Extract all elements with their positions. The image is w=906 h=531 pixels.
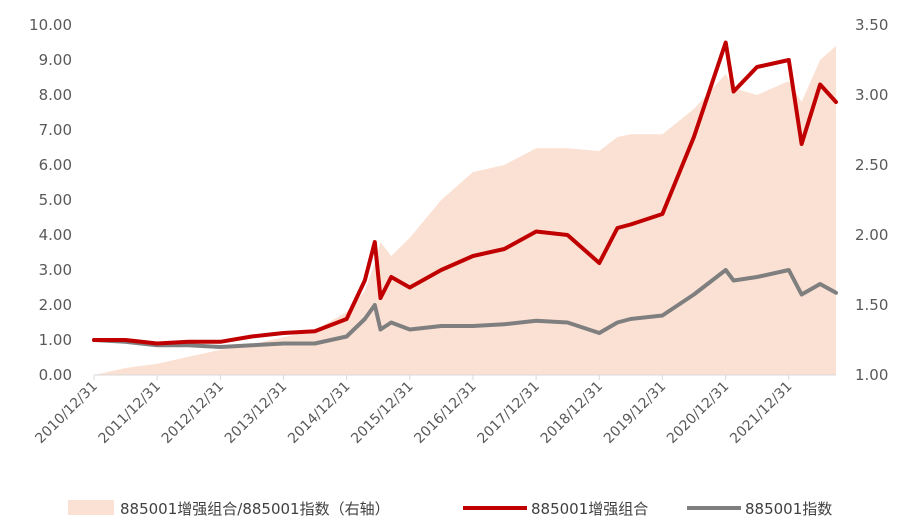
legend-label-index: 885001指数 — [745, 500, 832, 518]
y-tick-label-right: 1.50 — [855, 296, 888, 314]
x-tick-label: 2021/12/31 — [727, 379, 795, 447]
y-tick-label-right: 2.00 — [855, 226, 888, 244]
y-tick-label-right: 3.50 — [855, 16, 888, 34]
x-axis: 2010/12/312011/12/312012/12/312013/12/31… — [32, 375, 796, 447]
left-y-axis: 0.00 1.00 2.00 3.00 4.00 5.00 6.00 7.00 8.00 9.00… — [29, 16, 72, 384]
y-tick-label-left: 1.00 — [39, 331, 72, 349]
plot-area — [92, 40, 838, 376]
x-tick-label: 2013/12/31 — [222, 379, 290, 447]
x-tick-label: 2014/12/31 — [285, 379, 353, 447]
series-ratio-area — [94, 46, 836, 375]
y-tick-label-right: 2.50 — [855, 156, 888, 174]
y-tick-label-left: 5.00 — [39, 191, 72, 209]
series-index-line — [92, 268, 838, 349]
y-tick-label-right: 1.00 — [855, 366, 888, 384]
x-tick-label: 2019/12/31 — [601, 379, 669, 447]
y-tick-label-left: 6.00 — [39, 156, 72, 174]
y-tick-label-left: 4.00 — [39, 226, 72, 244]
legend-swatch-ratio — [68, 500, 114, 515]
y-tick-label-left: 8.00 — [39, 86, 72, 104]
x-tick-label: 2017/12/31 — [475, 379, 543, 447]
y-tick-label-left: 0.00 — [39, 366, 72, 384]
x-tick-label: 2015/12/31 — [348, 379, 416, 447]
x-tick-label: 2011/12/31 — [96, 379, 164, 447]
x-tick-label: 2012/12/31 — [159, 379, 227, 447]
y-tick-label-left: 3.00 — [39, 261, 72, 279]
y-tick-label-right: 3.00 — [855, 86, 888, 104]
x-tick-label: 2020/12/31 — [664, 379, 732, 447]
legend-label-enhanced: 885001增强组合 — [531, 500, 648, 518]
y-tick-label-left: 2.00 — [39, 296, 72, 314]
y-tick-label-left: 7.00 — [39, 121, 72, 139]
legend-label-ratio: 885001增强组合/885001指数（右轴） — [120, 500, 390, 518]
series-enhanced-line — [92, 40, 838, 346]
y-tick-label-left: 9.00 — [39, 51, 72, 69]
legend: 885001增强组合/885001指数（右轴） 885001增强组合 88500… — [68, 500, 832, 518]
x-tick-label: 2018/12/31 — [538, 379, 606, 447]
x-tick-label: 2016/12/31 — [411, 379, 479, 447]
y-tick-label-left: 10.00 — [29, 16, 72, 34]
right-y-axis: 1.00 1.50 2.00 2.50 3.00 3.50 — [855, 16, 888, 384]
x-tick-label: 2010/12/31 — [32, 379, 100, 447]
